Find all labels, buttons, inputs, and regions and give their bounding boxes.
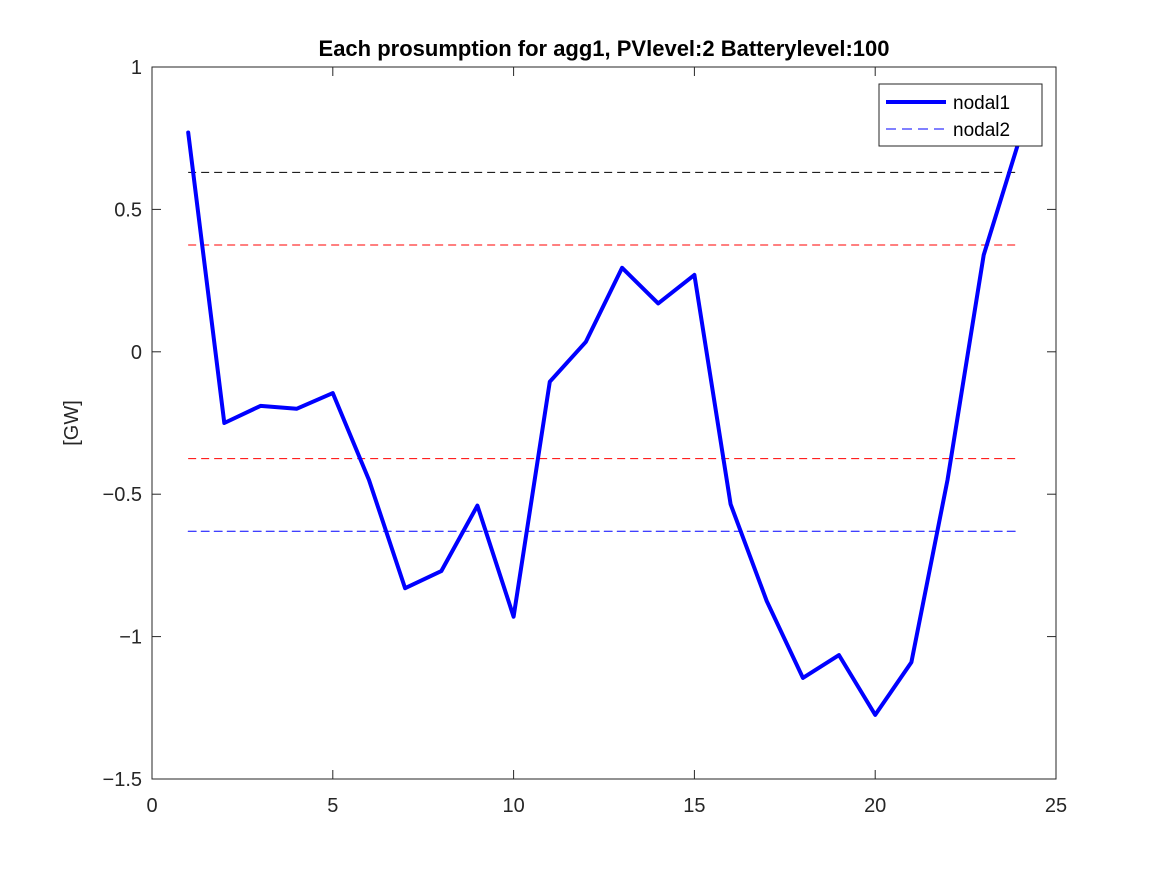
plot-area [152, 67, 1056, 779]
axes-box [151, 66, 1057, 780]
y-tick-label: 0 [131, 342, 142, 364]
series-line-nodal1 [186, 130, 1022, 717]
x-tick-label: 25 [1045, 795, 1067, 817]
series-lines [186, 130, 1022, 717]
y-tick-label: 0.5 [114, 199, 142, 221]
x-tick-label: 0 [146, 795, 157, 817]
x-tick-label: 20 [864, 795, 886, 817]
x-ticks: 0 5 10 15 20 25 [146, 67, 1067, 817]
y-tick-label: −0.5 [103, 484, 142, 506]
y-axis-label: [GW] [61, 400, 83, 446]
x-tick-label: 5 [327, 795, 338, 817]
y-tick-label: −1 [119, 627, 142, 649]
y-ticks: 1 0.5 0 −0.5 −1 −1.5 [103, 57, 1056, 791]
legend-nodal1-label: nodal1 [953, 93, 1010, 114]
chart-title: Each prosumption for agg1, PVlevel:2 Bat… [319, 36, 890, 61]
x-tick-label: 10 [502, 795, 524, 817]
legend-nodal2-label: nodal2 [953, 120, 1010, 141]
y-tick-label: −1.5 [103, 769, 142, 791]
reference-lines [188, 171, 1020, 460]
y-tick-label: 1 [131, 57, 142, 79]
legend-box [878, 83, 1043, 147]
legend: nodal1 nodal2 [878, 83, 1043, 147]
x-tick-label: 15 [683, 795, 705, 817]
